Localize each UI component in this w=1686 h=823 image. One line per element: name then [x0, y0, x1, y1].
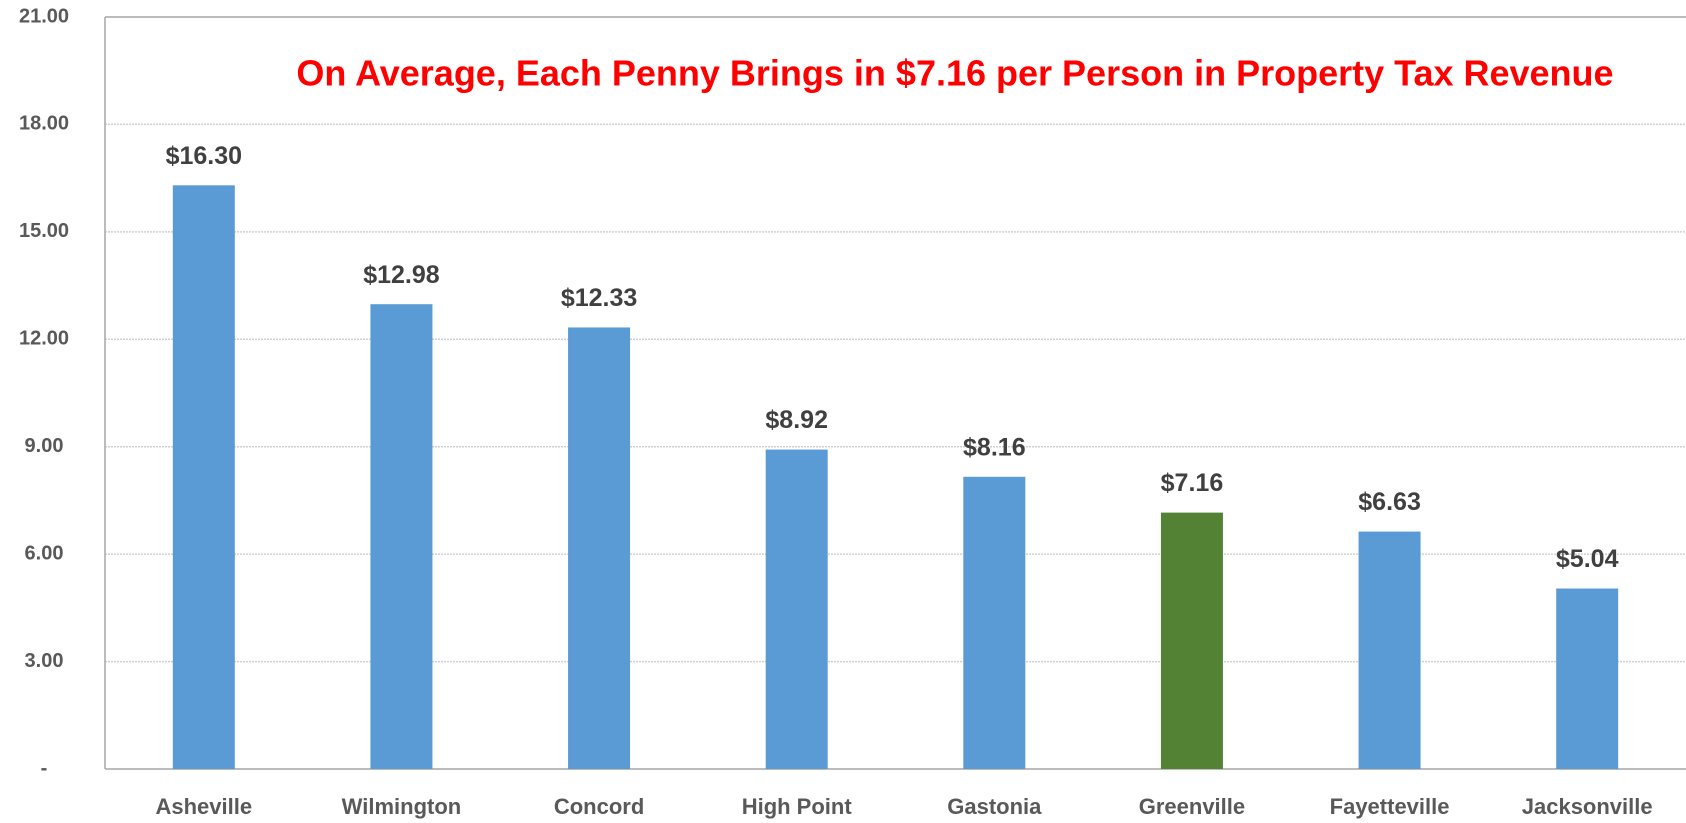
- y-tick-label: 12.00: [19, 328, 69, 350]
- x-tick-label: Fayetteville: [1330, 794, 1450, 819]
- bar: [370, 304, 433, 769]
- data-label: $7.16: [1161, 469, 1224, 497]
- x-tick-label: Greenville: [1139, 794, 1245, 819]
- x-tick-label: Wilmington: [342, 794, 462, 819]
- data-label: $8.16: [963, 433, 1026, 461]
- y-tick-label: 6.00: [25, 542, 64, 564]
- x-tick-label: High Point: [742, 794, 853, 819]
- bar: [1358, 531, 1421, 769]
- bar: [568, 327, 631, 769]
- x-tick-label: Asheville: [156, 794, 253, 819]
- bar: [172, 185, 235, 770]
- y-tick-label: 15.00: [19, 220, 69, 242]
- bar: [1160, 512, 1223, 769]
- bar: [1556, 588, 1619, 769]
- data-label: $12.98: [363, 261, 440, 289]
- y-tick-label: 3.00: [25, 650, 64, 672]
- y-tick-label: 18.00: [19, 113, 69, 135]
- x-tick-label: Concord: [554, 794, 644, 819]
- data-label: $8.92: [765, 406, 828, 434]
- data-label: $12.33: [561, 284, 637, 312]
- y-tick-label: -: [41, 757, 48, 779]
- x-tick-label: Jacksonville: [1522, 794, 1653, 819]
- x-tick-label: Gastonia: [947, 794, 1042, 819]
- bar: [963, 476, 1026, 769]
- y-tick-label: 9.00: [25, 435, 64, 457]
- data-label: $5.04: [1556, 545, 1619, 573]
- data-label: $6.63: [1358, 488, 1421, 516]
- data-label: $16.30: [166, 142, 242, 170]
- bar: [765, 449, 828, 769]
- annotation: On Average, Each Penny Brings in $7.16 p…: [296, 53, 1613, 94]
- y-tick-label: 21.00: [19, 5, 69, 27]
